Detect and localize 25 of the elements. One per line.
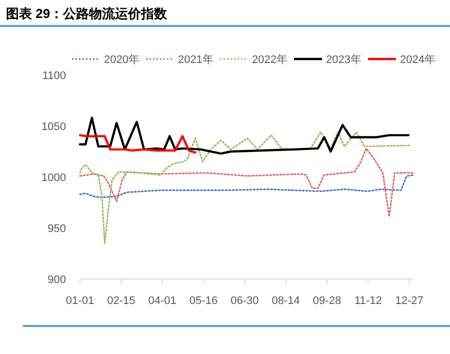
y-tick-label: 950 [48, 223, 66, 235]
legend-label: 2020年 [104, 54, 140, 66]
x-tick-label: 02-15 [107, 295, 136, 307]
y-tick-label: 1000 [42, 172, 66, 184]
line-series [78, 134, 196, 154]
legend-label: 2022年 [252, 54, 288, 66]
chart-title: 图表 29：公路物流运价指数 [6, 6, 168, 21]
line-series [78, 116, 410, 155]
legend-label: 2024年 [400, 54, 436, 66]
x-tick-label: 08-14 [272, 295, 300, 307]
x-tick-label: 06-30 [230, 295, 259, 307]
x-tick-label: 01-01 [66, 295, 94, 307]
legend-label: 2021年 [178, 54, 214, 66]
y-tick-label: 1100 [42, 70, 66, 82]
line-series [79, 174, 414, 198]
x-tick-label: 11-12 [354, 295, 382, 307]
x-tick-label: 12-27 [395, 295, 424, 307]
x-tick-label: 04-01 [148, 295, 176, 307]
line-series [79, 148, 414, 218]
x-tick-label: 09-28 [312, 295, 342, 307]
y-tick-label: 900 [48, 274, 66, 286]
line-series [79, 131, 412, 244]
legend-label: 2023年 [326, 54, 362, 66]
x-tick-label: 05-16 [189, 295, 218, 307]
y-tick-label: 1050 [42, 121, 66, 133]
